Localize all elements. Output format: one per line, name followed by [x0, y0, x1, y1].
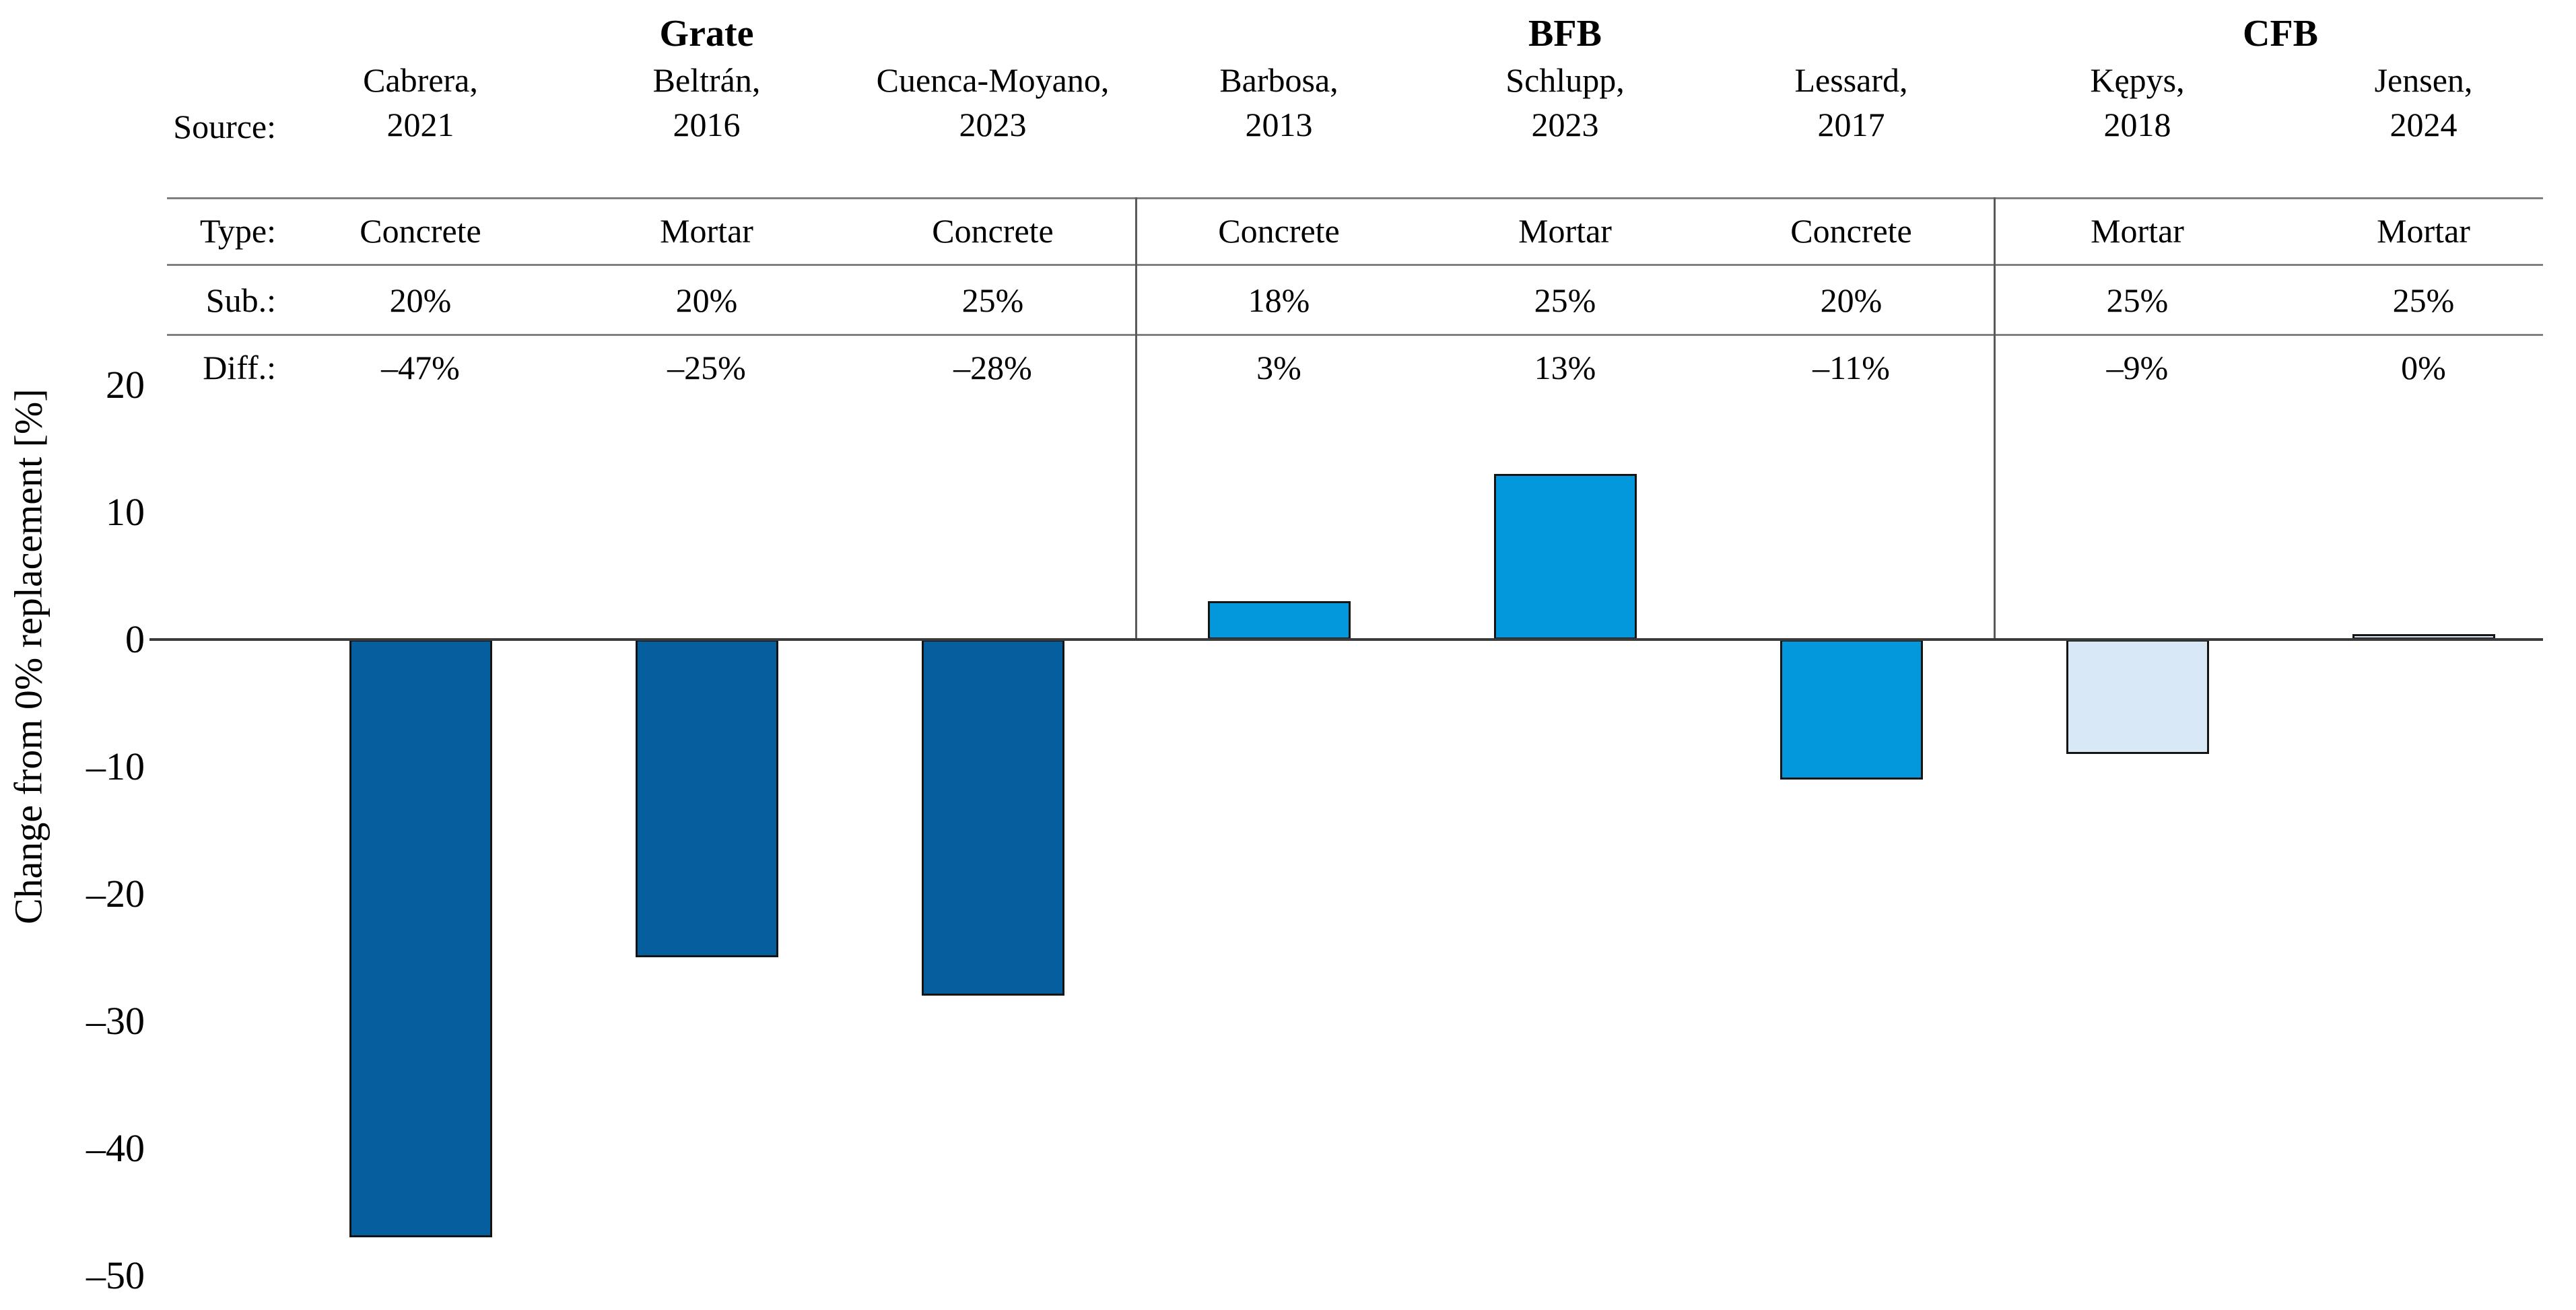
y-tick-label: –40	[86, 1126, 145, 1170]
column-sub-cell: 25%	[2106, 281, 2169, 319]
bar-cuenca-moyano	[921, 640, 1064, 996]
column-diff-cell: 0%	[2401, 349, 2446, 386]
column-type-cell: Concrete	[360, 212, 481, 250]
bar-beltrán	[635, 640, 778, 957]
source-name: Schlupp,	[1505, 61, 1625, 99]
column-source-label: Cabrera, 2021	[277, 58, 564, 147]
group-header-cfb: CFB	[2243, 13, 2318, 55]
column-diff-cell: –11%	[1812, 349, 1890, 386]
source-year: 2017	[1817, 106, 1885, 143]
column-type-cell: Mortar	[2091, 212, 2184, 250]
source-year: 2013	[1245, 106, 1313, 143]
column-diff-cell: –28%	[953, 349, 1032, 386]
column-source-label: Schlupp, 2023	[1422, 58, 1708, 147]
y-tick-label: 0	[125, 617, 145, 661]
row-label-source: Source:	[173, 108, 276, 145]
source-year: 2021	[386, 106, 454, 143]
column-type-cell: Concrete	[1218, 212, 1340, 250]
column-diff-cell: 13%	[1534, 349, 1596, 386]
source-name: Jensen,	[2374, 61, 2473, 99]
column-type-cell: Mortar	[660, 212, 753, 250]
group-divider	[1994, 197, 1996, 640]
source-name: Lessard,	[1794, 61, 1908, 99]
bar-lessard	[1780, 640, 1923, 780]
y-tick-label: –30	[86, 999, 145, 1043]
column-source-label: Kępys, 2018	[1994, 58, 2280, 147]
column-sub-cell: 18%	[1248, 281, 1310, 319]
column-sub-cell: 25%	[961, 281, 1024, 319]
row-label-sub: Sub.:	[205, 281, 276, 319]
y-tick-label: –20	[86, 872, 145, 916]
row-label-type: Type:	[199, 212, 276, 250]
column-diff-cell: 3%	[1256, 349, 1301, 386]
bar-cabrera	[349, 640, 492, 1237]
table-rule-bottom	[167, 334, 2543, 336]
column-type-cell: Concrete	[932, 212, 1054, 250]
column-type-cell: Mortar	[1518, 212, 1612, 250]
y-tick-label: 20	[106, 363, 145, 407]
source-name: Barbosa,	[1219, 61, 1338, 99]
source-year: 2023	[959, 106, 1027, 143]
source-name: Kępys,	[2090, 61, 2185, 99]
column-type-cell: Concrete	[1790, 212, 1912, 250]
group-divider	[1135, 197, 1137, 640]
column-source-label: Lessard, 2017	[1708, 58, 1994, 147]
y-tick-label: –10	[86, 745, 145, 788]
column-diff-cell: –9%	[2106, 349, 2169, 386]
zero-axis-line	[149, 638, 2543, 641]
column-sub-cell: 25%	[1534, 281, 1596, 319]
column-source-label: Barbosa, 2013	[1136, 58, 1422, 147]
source-year: 2018	[2103, 106, 2171, 143]
column-source-label: Beltrán, 2016	[564, 58, 850, 147]
column-diff-cell: –25%	[667, 349, 746, 386]
source-name: Cuenca-Moyano,	[876, 61, 1110, 99]
column-diff-cell: –47%	[381, 349, 460, 386]
column-type-cell: Mortar	[2377, 212, 2470, 250]
y-tick-label: –50	[86, 1253, 145, 1297]
table-rule-top	[167, 197, 2543, 199]
column-sub-cell: 20%	[675, 281, 738, 319]
source-year: 2023	[1531, 106, 1599, 143]
source-year: 2016	[673, 106, 741, 143]
source-name: Beltrán,	[652, 61, 761, 99]
column-sub-cell: 20%	[1820, 281, 1883, 319]
column-sub-cell: 25%	[2392, 281, 2455, 319]
bar-kępys	[2066, 640, 2209, 754]
source-year: 2024	[2389, 106, 2458, 143]
column-source-label: Jensen, 2024	[2280, 58, 2567, 147]
source-name: Cabrera,	[363, 61, 478, 99]
column-source-label: Cuenca-Moyano, 2023	[850, 58, 1136, 147]
group-header-grate: Grate	[659, 13, 754, 55]
y-tick-label: 10	[106, 490, 145, 534]
bar-barbosa	[1207, 601, 1351, 640]
column-sub-cell: 20%	[389, 281, 452, 319]
bar-schlupp	[1493, 474, 1637, 640]
table-rule-middle	[167, 264, 2543, 266]
row-label-diff: Diff.:	[203, 349, 276, 386]
group-header-bfb: BFB	[1528, 13, 1602, 55]
